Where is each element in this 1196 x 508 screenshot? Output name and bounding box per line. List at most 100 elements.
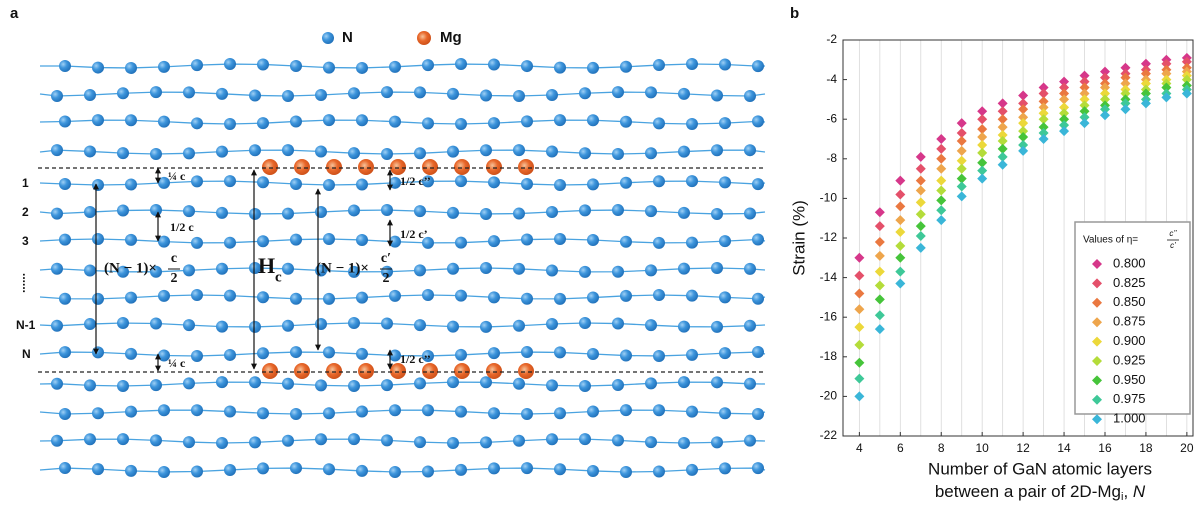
data-point [854,373,865,384]
n-atom [92,407,104,420]
n-atom [356,61,368,74]
y-tick-label: -2 [826,32,837,46]
n-atom [381,204,393,217]
n-atom [348,204,360,217]
n-atom [389,404,401,417]
annotation: 1/2 c [170,220,194,234]
legend-label: 0.825 [1113,275,1146,290]
n-atom [521,292,533,305]
n-atom [587,405,599,418]
n-atom [447,87,459,100]
n-atom [51,262,63,275]
n-atom [455,463,467,476]
n-atom [92,346,104,359]
data-point [854,288,865,299]
data-point [1059,82,1070,93]
data-point [1099,94,1110,105]
n-atom [282,377,294,390]
n-atom [381,147,393,160]
n-atom [686,463,698,476]
data-point [874,250,885,261]
y-tick-label: -12 [820,230,838,244]
n-atom [92,61,104,74]
n-atom [480,89,492,102]
n-atom [381,379,393,392]
annotation: ¼ c [168,169,186,183]
n-atom [315,433,327,446]
n-atom [158,349,170,362]
n-atom [282,434,294,447]
n-atom [414,86,426,99]
n-atom [191,289,203,302]
n-atom [348,433,360,446]
data-point [1059,102,1070,113]
data-point [895,175,906,186]
n-atom [216,320,228,333]
n-atom [356,464,368,477]
n-atom [216,376,228,389]
data-point [1161,82,1172,93]
n-atom [117,87,129,100]
n-atom [257,176,269,189]
n-atom [620,465,632,478]
x-axis-label-part: N [1133,482,1146,501]
mg-atom [326,363,342,379]
data-point [936,163,947,174]
n-atom [612,147,624,160]
n-atom [521,178,533,191]
n-atom [488,291,500,304]
n-atom [752,115,764,128]
n-atom [711,436,723,449]
n-atom [513,207,525,220]
data-point [1038,102,1049,113]
n-atom [587,61,599,74]
data-point [936,195,947,206]
n-atom [455,405,467,418]
n-atom [414,436,426,449]
n-atom [480,320,492,333]
n-atom [59,346,71,359]
n-atom [381,86,393,99]
n-atom [84,433,96,446]
n-atom [183,264,195,277]
n-atom [653,175,665,188]
n-atom [488,58,500,71]
n-atom [59,60,71,72]
n-atom [480,436,492,449]
mg-atom [262,159,278,175]
n-atom [480,262,492,275]
layer-label: N-1 [16,318,36,332]
n-atom [422,465,434,478]
n-atom [224,348,236,361]
data-point [1038,96,1049,107]
data-point [1018,132,1029,143]
n-atom [579,379,591,392]
n-atom [414,319,426,332]
data-point [915,209,926,220]
n-atom [653,289,665,302]
n-atom [356,347,368,360]
data-point [956,128,967,139]
legend-label: 0.975 [1113,391,1146,406]
n-atom [645,319,657,332]
data-point [1059,76,1070,87]
data-point [1018,139,1029,150]
n-atom [356,114,368,127]
n-atom [612,434,624,447]
n-atom [752,346,764,359]
data-point [936,185,947,196]
legend-label: 0.900 [1113,333,1146,348]
data-point [1059,94,1070,105]
y-tick-label: -22 [820,428,838,442]
n-atom [191,404,203,417]
x-tick-label: 20 [1180,441,1194,455]
mg-atom [294,159,310,175]
data-point [854,391,865,402]
n-atom [224,175,236,188]
fraction-numerator: c [171,251,177,266]
n-atom [257,291,269,304]
n-atom [546,88,558,101]
n-atom [521,346,533,359]
n-atom [513,89,525,102]
n-atom [480,207,492,220]
